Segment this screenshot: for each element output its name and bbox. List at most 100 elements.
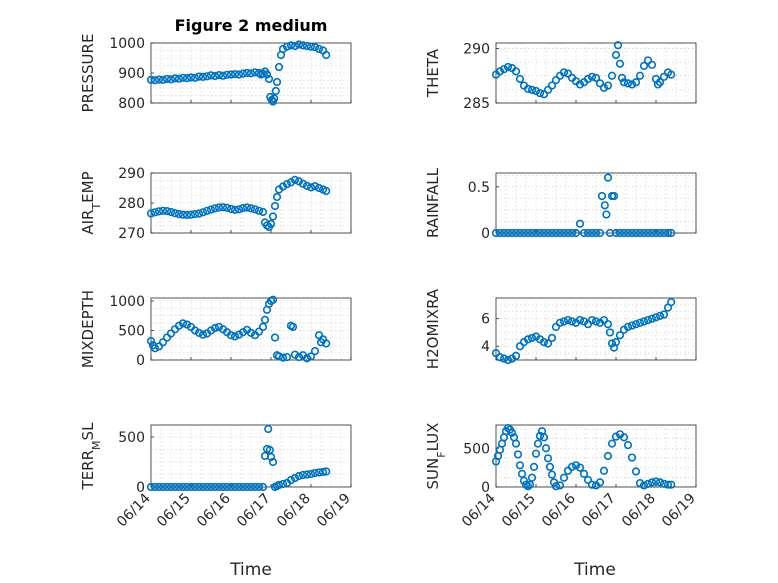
data-point: [613, 41, 623, 50]
data-point: [258, 482, 268, 492]
data-point: [527, 333, 537, 343]
data-point: [182, 482, 192, 492]
y-tick-label: 800: [118, 96, 145, 112]
data-point: [154, 75, 164, 84]
data-point: [266, 452, 276, 462]
data-point: [567, 462, 577, 471]
data-point: [298, 41, 308, 50]
data-point: [238, 69, 248, 78]
data-point: [499, 354, 509, 363]
data-point: [318, 467, 328, 477]
data-point: [627, 80, 637, 89]
data-point: [607, 439, 617, 448]
data-point: [174, 210, 184, 219]
data-point: [667, 228, 676, 238]
data-point: [272, 77, 282, 87]
data-point: [310, 43, 320, 52]
data-point: [206, 326, 216, 335]
data-point: [643, 56, 653, 65]
data-point: [186, 482, 196, 492]
data-point: [503, 62, 513, 72]
data-point: [551, 482, 561, 491]
data-point: [190, 482, 200, 492]
data-point: [314, 44, 324, 54]
data-point: [194, 328, 204, 337]
data-point: [182, 73, 192, 83]
data-point: [278, 479, 288, 489]
data-point: [623, 441, 633, 450]
y-axis-label: SUNFLUX: [424, 423, 448, 490]
data-point: [146, 482, 156, 492]
data-point: [579, 469, 589, 478]
data-point: [523, 335, 533, 344]
data-point: [602, 210, 611, 219]
data-point: [603, 173, 613, 182]
data-point: [523, 228, 533, 238]
data-point: [150, 208, 160, 217]
data-point: [206, 482, 216, 492]
data-point: [178, 210, 188, 219]
data-point: [631, 320, 641, 329]
data-point: [603, 81, 613, 90]
data-point: [551, 228, 561, 238]
data-point: [527, 85, 537, 95]
data-point: [238, 328, 248, 337]
data-point: [527, 228, 537, 238]
data-point: [238, 204, 248, 213]
data-point: [266, 219, 276, 229]
subplot-4: 0 0.5 RAINFALL: [424, 167, 697, 242]
data-point: [599, 466, 609, 475]
data-point: [647, 478, 657, 487]
data-point: [270, 333, 280, 342]
data-point: [667, 298, 676, 307]
data-point: [663, 228, 673, 238]
subplot-8: 0 500 06/14 06/15 06/16 06/17 06/18 06/19 SUNFLU…: [424, 423, 699, 531]
data-point: [611, 50, 621, 60]
data-point: [246, 69, 256, 78]
y-tick-label: 1000: [109, 294, 145, 310]
y-tick-label: 500: [463, 441, 490, 457]
data-point: [499, 228, 509, 238]
data-point: [615, 228, 625, 238]
data-point: [306, 183, 316, 192]
data-point: [533, 439, 543, 448]
y-tick-label: 900: [118, 66, 145, 82]
data-point: [274, 352, 284, 361]
data-point: [198, 482, 208, 492]
data-point: [659, 72, 669, 81]
data-point: [655, 228, 665, 238]
data-point: [218, 71, 228, 80]
data-point: [541, 444, 551, 453]
data-point: [595, 79, 605, 88]
x-axis-label-right: Time: [573, 560, 616, 580]
data-point: [619, 433, 629, 442]
data-point: [587, 480, 597, 489]
data-point: [250, 205, 260, 214]
data-point: [214, 70, 224, 80]
data-point: [491, 228, 501, 238]
data-point: [499, 65, 509, 74]
axes-frame: [495, 172, 697, 234]
data-point: [302, 181, 312, 190]
data-point: [210, 71, 220, 81]
data-point: [302, 354, 312, 363]
data-point: [527, 473, 537, 482]
data-point: [591, 228, 601, 238]
data-point: [258, 69, 268, 78]
data-point: [515, 228, 525, 238]
data-point: [603, 451, 613, 461]
data-point: [639, 481, 649, 490]
data-point: [162, 482, 172, 492]
data-point: [639, 317, 649, 326]
data-point: [591, 317, 601, 326]
data-point: [619, 78, 629, 87]
data-point: [531, 86, 541, 96]
data-point: [146, 209, 156, 218]
data-point: [559, 317, 569, 326]
figure-title: Figure 2 medium: [175, 16, 328, 35]
data-point: [555, 481, 565, 490]
data-point: [643, 479, 653, 489]
data-point: [587, 72, 597, 81]
data-point: [264, 74, 274, 84]
data-point: [166, 482, 176, 492]
